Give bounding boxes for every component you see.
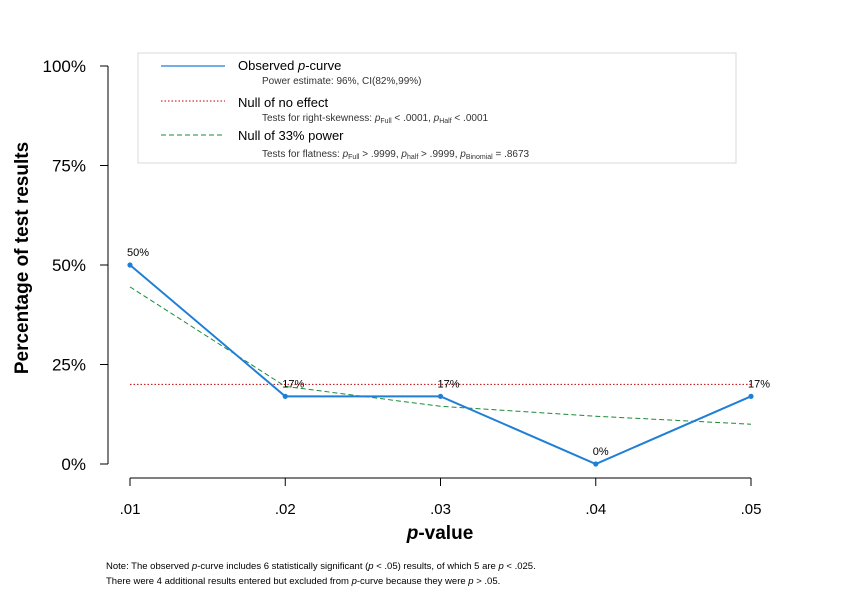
legend-null-power-label: Null of 33% power — [238, 128, 344, 143]
y-axis-label: Percentage of test results — [12, 142, 33, 374]
legend-null-effect-sub: Tests for right-skewness: pFull < .0001,… — [262, 113, 489, 125]
y-axis-ticks: 0% 25% 50% 75% 100% — [43, 57, 108, 474]
x-axis-ticks: .01 .02 .03 .04 .05 — [120, 478, 762, 518]
x-tick-label: .05 — [741, 501, 762, 518]
legend-null-effect-label: Null of no effect — [238, 95, 328, 110]
observed-point — [748, 393, 754, 399]
x-tick-label: .01 — [120, 501, 141, 518]
x-tick-label: .02 — [275, 501, 296, 518]
observed-data-label: 17% — [438, 378, 460, 390]
observed-data-label: 17% — [748, 378, 770, 390]
legend-box — [137, 52, 737, 164]
observed-data-label: 50% — [127, 247, 149, 259]
note-line-2: There were 4 additional results entered … — [106, 576, 500, 587]
observed-data-label: 0% — [593, 446, 609, 458]
x-tick-label: .03 — [430, 501, 451, 518]
legend-observed-label: Observed p-curve — [238, 58, 341, 73]
y-tick-label: 25% — [52, 356, 86, 375]
observed-point — [127, 262, 133, 268]
observed-data-label: 17% — [282, 378, 304, 390]
y-tick-label: 0% — [61, 455, 86, 474]
observed-point — [437, 393, 444, 399]
series-line-observed — [129, 264, 752, 466]
note-line-1: Note: The observed p-curve includes 6 st… — [106, 561, 536, 572]
series-line-null-power — [129, 286, 752, 425]
legend-observed-sub: Power estimate: 96%, CI(82%,99%) — [262, 76, 422, 87]
observed-point — [282, 393, 288, 399]
x-tick-label: .04 — [585, 501, 606, 518]
x-axis-label: p-value — [406, 523, 474, 544]
y-tick-label: 50% — [52, 256, 86, 275]
y-tick-label: 100% — [43, 57, 86, 76]
y-tick-label: 75% — [52, 157, 86, 176]
observed-point — [593, 461, 599, 467]
legend-null-power-sub: Tests for flatness: pFull > .9999, phalf… — [262, 149, 530, 161]
series-layer: 50% 17% 17% 0% 17% — [127, 247, 770, 467]
